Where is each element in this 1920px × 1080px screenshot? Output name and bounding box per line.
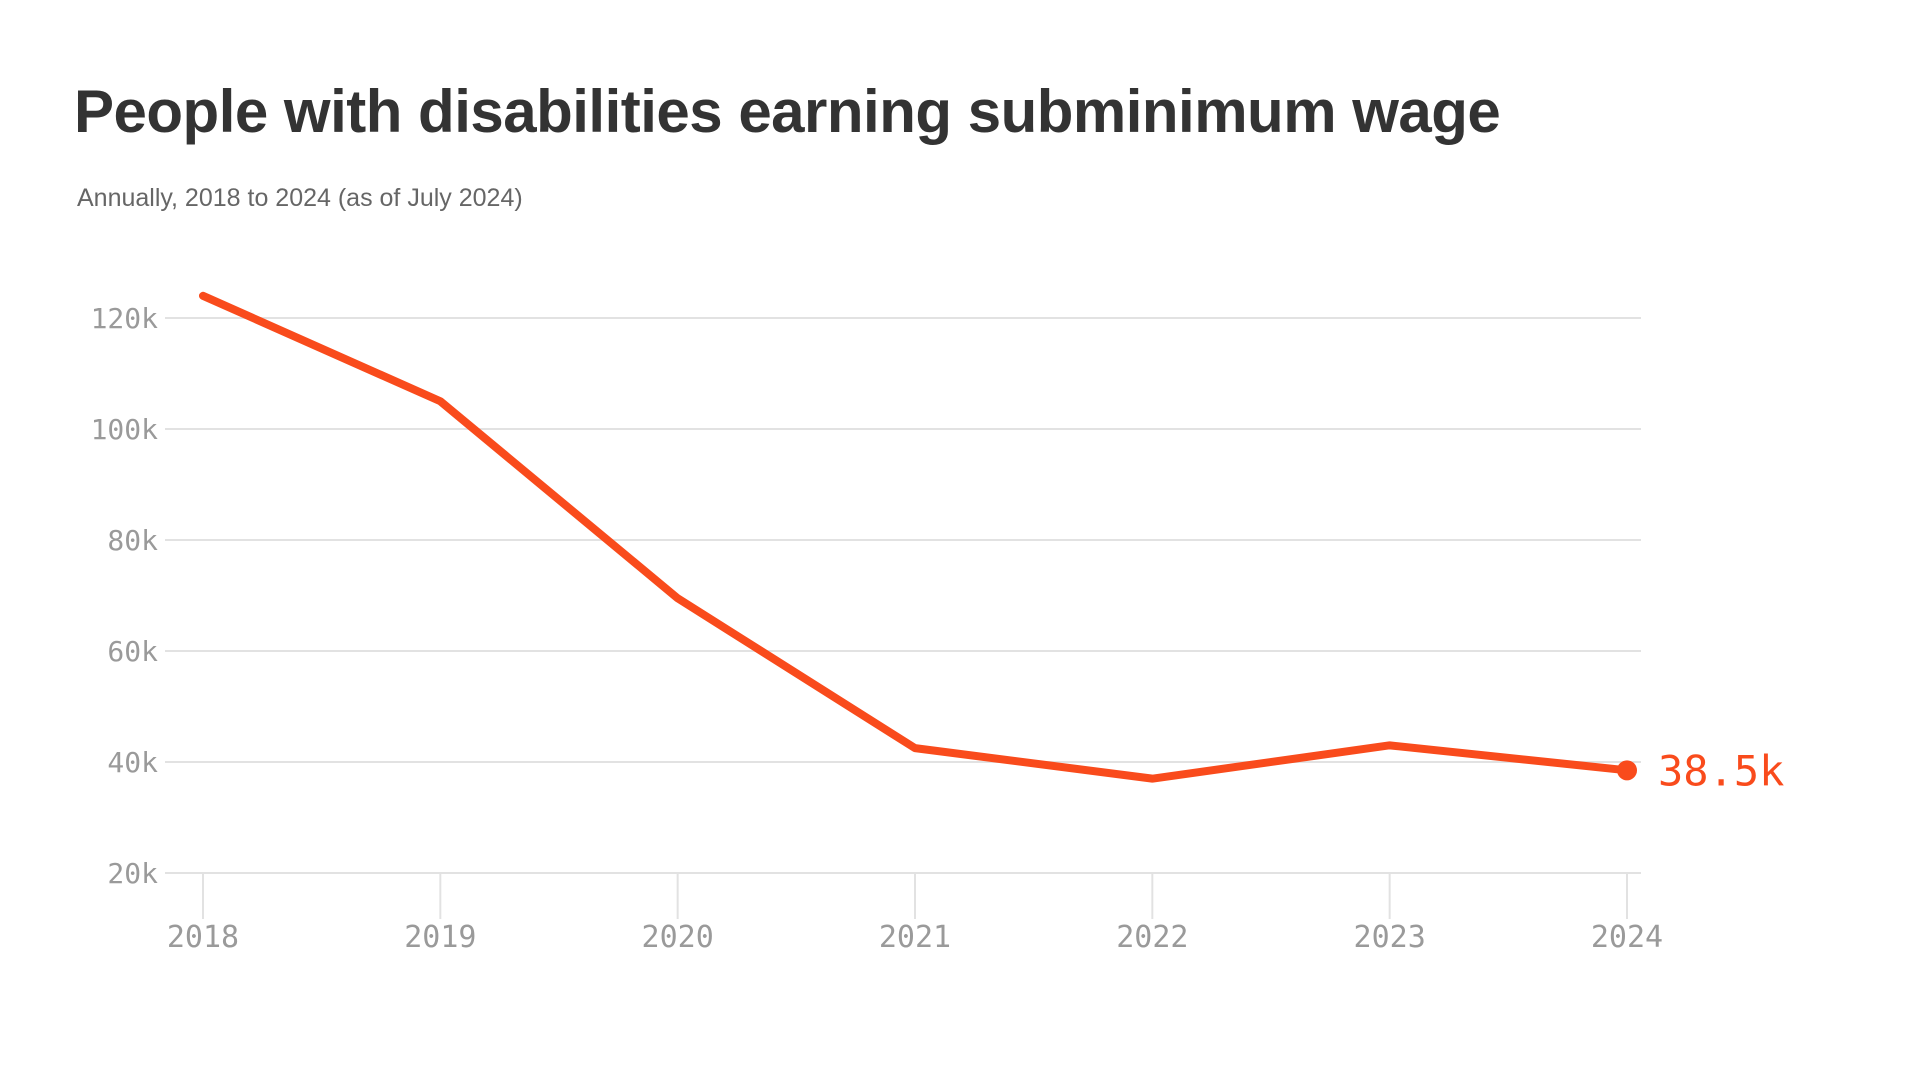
x-axis-label-2024: 2024 <box>1591 920 1663 955</box>
chart-subtitle: Annually, 2018 to 2024 (as of July 2024) <box>77 184 523 212</box>
y-axis-label-100k: 100k <box>91 413 159 446</box>
y-axis-label-20k: 20k <box>107 857 158 890</box>
y-axis-label-120k: 120k <box>91 302 159 335</box>
y-axis-label-40k: 40k <box>107 746 158 779</box>
y-axis-label-80k: 80k <box>107 524 158 557</box>
x-axis-label-2018: 2018 <box>167 920 239 955</box>
end-point-dot <box>1616 760 1637 781</box>
x-axis-label-2021: 2021 <box>879 920 951 955</box>
chart-title: People with disabilities earning submini… <box>74 78 1501 145</box>
y-axis-label-60k: 60k <box>107 635 158 668</box>
x-axis-label-2022: 2022 <box>1116 920 1188 955</box>
data-line <box>199 291 1631 783</box>
x-axis-label-2019: 2019 <box>404 920 476 955</box>
x-axis-label-2023: 2023 <box>1354 920 1426 955</box>
end-value-label: 38.5k <box>1658 746 1784 795</box>
x-axis-label-2020: 2020 <box>642 920 714 955</box>
